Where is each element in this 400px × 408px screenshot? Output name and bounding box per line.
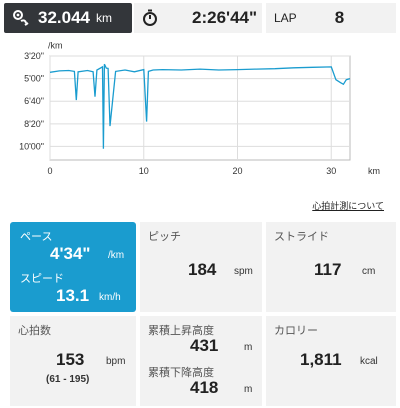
x-axis-unit: km: [368, 166, 380, 176]
speed-label: スピード: [20, 273, 64, 285]
calorie-label: カロリー: [274, 325, 318, 337]
x-tick-label: 0: [47, 166, 52, 176]
plot-frame: [49, 55, 351, 161]
distance-value: 32.044: [38, 8, 90, 27]
heart-rate-label: 心拍数: [18, 325, 51, 337]
calorie-card[interactable]: カロリー 1,811 kcal: [266, 316, 396, 406]
y-tick-label: 5'00": [24, 74, 44, 84]
pace-series-line: [49, 63, 351, 149]
y-tick-label: 8'20": [24, 119, 44, 129]
speed-value: 13.1: [56, 286, 90, 305]
x-tick-label: 10: [139, 166, 149, 176]
stride-label: ストライド: [274, 231, 329, 243]
pitch-card[interactable]: ピッチ 184 spm: [140, 222, 262, 312]
stride-card[interactable]: ストライド 117 cm: [266, 222, 396, 312]
y-tick-label: 10'00": [19, 141, 44, 151]
ascent-value: 431: [190, 336, 219, 355]
stride-unit: cm: [362, 266, 376, 277]
descent-value: 418: [190, 378, 219, 397]
y-tick-label: 6'40": [24, 96, 44, 106]
heart-rate-info-link[interactable]: 心拍計測について: [312, 201, 384, 211]
speed-unit: km/h: [99, 292, 121, 303]
y-tick-label: 3'20": [24, 51, 44, 61]
heart-rate-value: 153: [56, 350, 85, 369]
pitch-value: 184: [188, 260, 217, 279]
pitch-label: ピッチ: [148, 231, 181, 243]
lap-tab[interactable]: LAP 8: [266, 3, 396, 33]
distance-tab[interactable]: 32.044 km: [4, 3, 132, 33]
x-tick-label: 20: [232, 166, 242, 176]
descent-label: 累積下降高度: [148, 367, 214, 379]
lap-label: LAP: [274, 11, 297, 25]
x-tick-label: 30: [326, 166, 336, 176]
pace-value: 4'34": [50, 244, 91, 263]
ascent-unit: m: [244, 342, 253, 353]
y-axis-unit: /km: [48, 40, 63, 50]
pace-chart-svg: /km 3'20" 5'00" 6'40" 8'20" 10'00" 0 10 20 30 k…: [19, 40, 380, 176]
time-value: 2:26'44": [192, 8, 258, 27]
elevation-card[interactable]: 累積上昇高度 431 m 累積下降高度 418 m: [140, 316, 262, 406]
stopwatch-icon: [142, 9, 160, 27]
pitch-unit: spm: [234, 266, 253, 277]
stride-value: 117: [314, 260, 342, 279]
descent-unit: m: [244, 384, 253, 395]
route-pin-icon: [12, 9, 30, 27]
time-tab[interactable]: 2:26'44": [134, 3, 262, 33]
distance-unit: km: [96, 11, 112, 25]
calorie-value: 1,811: [300, 350, 342, 369]
pace-label: ペース: [20, 231, 53, 243]
lap-value: 8: [334, 8, 345, 27]
heart-rate-unit: bpm: [106, 356, 126, 367]
ascent-label: 累積上昇高度: [148, 325, 214, 337]
pace-chart: /km 3'20" 5'00" 6'40" 8'20" 10'00" 0 10 20 30 k…: [0, 36, 400, 214]
heart-rate-range: (61 - 195): [46, 374, 90, 385]
pace-unit: /km: [108, 250, 125, 261]
summary-bar: 32.044 km 2:26'44" LAP 8: [0, 0, 400, 36]
calorie-unit: kcal: [360, 356, 378, 367]
pace-speed-card[interactable]: ペース 4'34" /km スピード 13.1 km/h: [10, 222, 136, 312]
heart-rate-card[interactable]: 心拍数 153 bpm (61 - 195): [10, 316, 136, 406]
